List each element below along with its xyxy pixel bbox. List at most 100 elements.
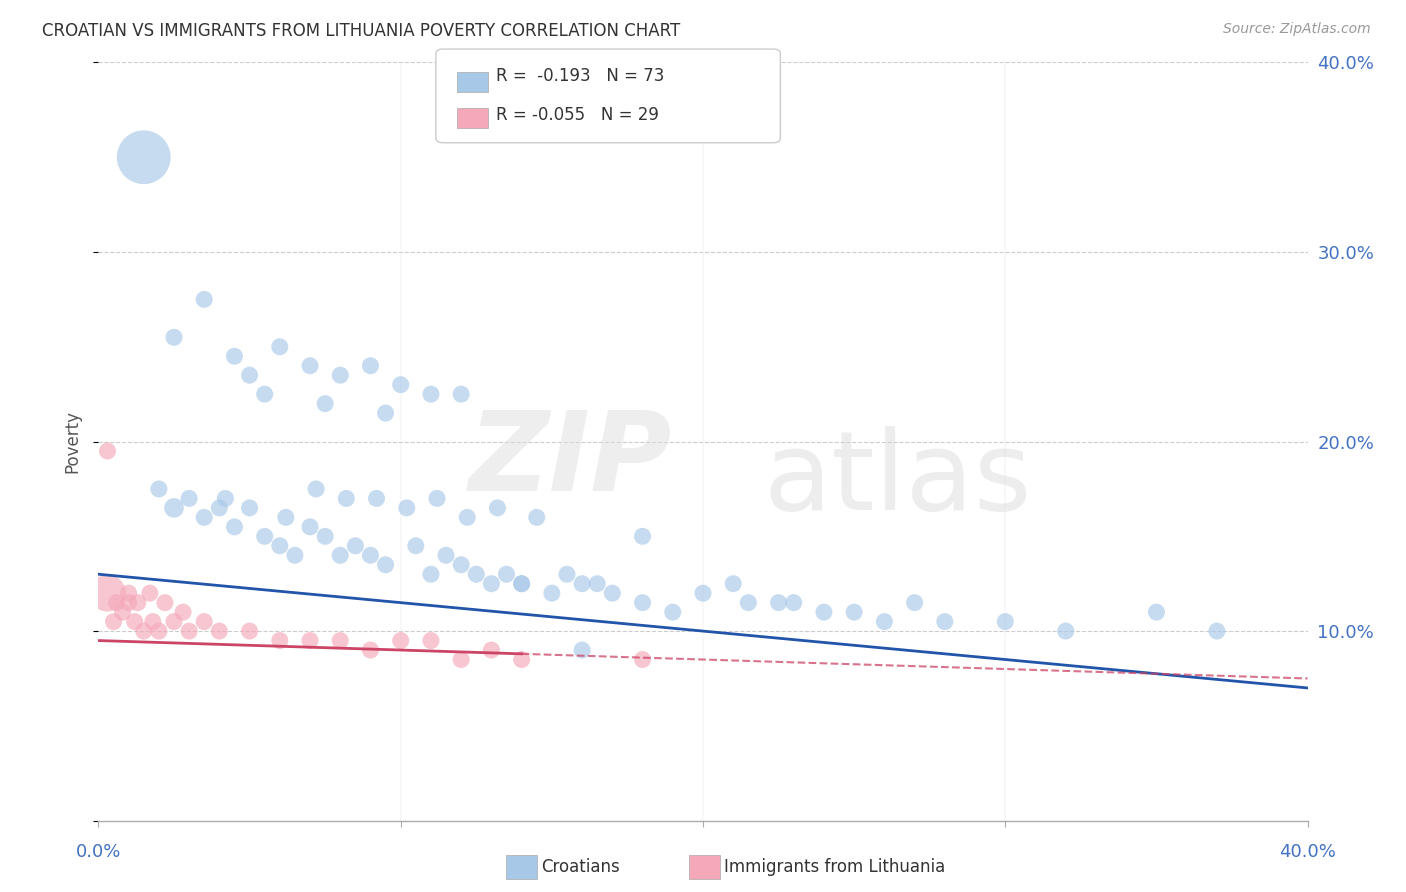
- Point: [434, 548, 457, 563]
- Point: [148, 624, 170, 639]
- Point: [274, 510, 297, 524]
- Text: R = -0.055   N = 29: R = -0.055 N = 29: [496, 105, 659, 123]
- Point: [526, 510, 548, 524]
- Point: [405, 539, 427, 553]
- Point: [153, 596, 176, 610]
- Point: [239, 624, 262, 639]
- Point: [873, 615, 896, 629]
- Point: [360, 359, 382, 373]
- Point: [139, 586, 162, 600]
- Point: [631, 652, 654, 666]
- Point: [904, 596, 927, 610]
- Point: [456, 510, 478, 524]
- Point: [426, 491, 449, 506]
- Point: [105, 596, 128, 610]
- Point: [450, 387, 472, 401]
- Point: [208, 624, 231, 639]
- Point: [586, 576, 609, 591]
- Point: [844, 605, 866, 619]
- Point: [366, 491, 388, 506]
- Point: [224, 520, 246, 534]
- Point: [103, 615, 125, 629]
- Point: [96, 586, 118, 600]
- Point: [193, 510, 215, 524]
- Point: [783, 596, 806, 610]
- Point: [389, 377, 412, 392]
- Point: [132, 150, 155, 164]
- Point: [450, 558, 472, 572]
- Point: [193, 615, 215, 629]
- Text: ZIP: ZIP: [470, 407, 672, 514]
- Point: [299, 633, 322, 648]
- Point: [420, 567, 443, 582]
- Point: [118, 596, 141, 610]
- Text: 0.0%: 0.0%: [76, 843, 121, 861]
- Point: [994, 615, 1017, 629]
- Point: [510, 576, 533, 591]
- Point: [486, 500, 509, 515]
- Point: [481, 643, 503, 657]
- Point: [540, 586, 562, 600]
- Point: [571, 576, 593, 591]
- Point: [269, 539, 291, 553]
- Text: Croatians: Croatians: [541, 858, 620, 876]
- Point: [269, 340, 291, 354]
- Point: [224, 349, 246, 363]
- Point: [335, 491, 357, 506]
- Point: [314, 529, 336, 543]
- Point: [193, 293, 215, 307]
- Point: [299, 359, 322, 373]
- Point: [314, 396, 336, 410]
- Point: [269, 633, 291, 648]
- Point: [374, 406, 396, 420]
- Point: [132, 624, 155, 639]
- Point: [360, 548, 382, 563]
- Point: [239, 368, 262, 383]
- Point: [631, 596, 654, 610]
- Point: [118, 586, 141, 600]
- Point: [420, 633, 443, 648]
- Text: Immigrants from Lithuania: Immigrants from Lithuania: [724, 858, 945, 876]
- Point: [163, 500, 186, 515]
- Point: [96, 444, 118, 458]
- Point: [934, 615, 956, 629]
- Point: [360, 643, 382, 657]
- Point: [124, 615, 146, 629]
- Point: [602, 586, 624, 600]
- Point: [737, 596, 759, 610]
- Point: [692, 586, 714, 600]
- Point: [450, 652, 472, 666]
- Point: [208, 500, 231, 515]
- Point: [420, 387, 443, 401]
- Point: [305, 482, 328, 496]
- Point: [465, 567, 488, 582]
- Text: 40.0%: 40.0%: [1279, 843, 1336, 861]
- Point: [723, 576, 745, 591]
- Point: [510, 576, 533, 591]
- Point: [253, 387, 276, 401]
- Point: [374, 558, 396, 572]
- Point: [214, 491, 236, 506]
- Point: [239, 500, 262, 515]
- Text: Source: ZipAtlas.com: Source: ZipAtlas.com: [1223, 22, 1371, 37]
- Point: [1054, 624, 1077, 639]
- Point: [344, 539, 367, 553]
- Point: [163, 615, 186, 629]
- Point: [172, 605, 194, 619]
- Point: [395, 500, 418, 515]
- Point: [661, 605, 683, 619]
- Point: [163, 330, 186, 344]
- Point: [510, 652, 533, 666]
- Point: [495, 567, 517, 582]
- Point: [127, 596, 149, 610]
- Point: [481, 576, 503, 591]
- Point: [571, 643, 593, 657]
- Point: [253, 529, 276, 543]
- Point: [813, 605, 835, 619]
- Point: [299, 520, 322, 534]
- Point: [768, 596, 790, 610]
- Point: [389, 633, 412, 648]
- Text: R =  -0.193   N = 73: R = -0.193 N = 73: [496, 68, 665, 86]
- Point: [631, 529, 654, 543]
- Point: [179, 624, 201, 639]
